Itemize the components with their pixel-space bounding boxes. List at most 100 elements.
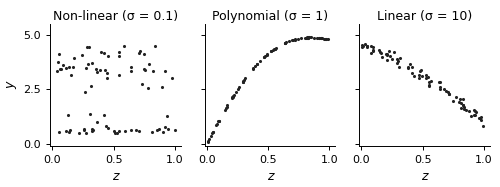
Point bbox=[476, 116, 484, 119]
Point bbox=[378, 56, 386, 59]
Point bbox=[65, 130, 73, 133]
Point bbox=[229, 95, 237, 98]
Point bbox=[84, 62, 92, 65]
Point bbox=[66, 129, 74, 132]
Point bbox=[164, 114, 172, 117]
Point bbox=[136, 130, 143, 133]
Point bbox=[98, 50, 106, 53]
Point bbox=[288, 39, 296, 42]
Point bbox=[208, 132, 216, 135]
Point bbox=[358, 46, 366, 49]
Point bbox=[322, 37, 330, 40]
Point bbox=[120, 129, 128, 132]
Title: Polynomial (σ = 1): Polynomial (σ = 1) bbox=[212, 10, 328, 23]
Point bbox=[100, 51, 108, 54]
Title: Linear (σ = 10): Linear (σ = 10) bbox=[377, 10, 472, 23]
Point bbox=[149, 69, 157, 72]
Point bbox=[404, 65, 411, 68]
Point bbox=[148, 130, 156, 133]
Point bbox=[460, 107, 468, 110]
Point bbox=[302, 36, 310, 39]
Point bbox=[62, 130, 70, 133]
Point bbox=[462, 109, 469, 112]
Point bbox=[88, 129, 96, 132]
Point bbox=[442, 90, 450, 93]
Point bbox=[282, 41, 290, 44]
Point bbox=[262, 53, 270, 56]
Point bbox=[271, 47, 279, 50]
Point bbox=[144, 86, 152, 89]
Point bbox=[112, 131, 120, 134]
Point bbox=[313, 36, 321, 39]
Point bbox=[384, 59, 392, 62]
Point bbox=[232, 91, 239, 94]
Point bbox=[386, 54, 394, 57]
Point bbox=[408, 65, 416, 68]
Point bbox=[160, 126, 168, 129]
Point bbox=[214, 120, 222, 123]
Point bbox=[53, 70, 61, 73]
Point bbox=[458, 103, 466, 106]
Point bbox=[140, 68, 148, 71]
Point bbox=[104, 54, 112, 57]
Point bbox=[82, 67, 90, 70]
Point bbox=[316, 36, 324, 39]
Point bbox=[404, 66, 411, 69]
Point bbox=[396, 57, 404, 60]
Point bbox=[127, 69, 135, 72]
Point bbox=[425, 83, 433, 86]
Point bbox=[436, 81, 444, 84]
Point bbox=[470, 108, 478, 111]
Point bbox=[89, 129, 97, 132]
Point bbox=[64, 113, 72, 116]
Point bbox=[445, 92, 453, 95]
Point bbox=[316, 37, 324, 40]
Point bbox=[282, 41, 290, 44]
Point bbox=[168, 77, 176, 80]
Point bbox=[54, 130, 62, 133]
Point bbox=[241, 77, 249, 80]
Point bbox=[291, 38, 299, 41]
Point bbox=[145, 62, 153, 65]
Point bbox=[212, 123, 220, 126]
Point bbox=[436, 80, 444, 83]
Point bbox=[369, 46, 377, 49]
Point bbox=[384, 50, 392, 53]
Point bbox=[140, 53, 148, 56]
Point bbox=[414, 74, 422, 77]
Point bbox=[234, 87, 242, 90]
Point bbox=[80, 90, 88, 93]
Point bbox=[406, 62, 414, 65]
Point bbox=[56, 68, 64, 71]
Point bbox=[86, 85, 94, 88]
Point bbox=[388, 57, 396, 60]
Point bbox=[102, 124, 110, 127]
Point bbox=[262, 55, 270, 58]
Point bbox=[301, 36, 309, 39]
Point bbox=[260, 55, 268, 58]
Point bbox=[394, 62, 402, 65]
Point bbox=[457, 102, 465, 105]
Point bbox=[476, 117, 484, 119]
Point bbox=[384, 53, 392, 56]
Point bbox=[304, 36, 312, 39]
Point bbox=[128, 66, 136, 69]
Point bbox=[390, 50, 398, 53]
Point bbox=[88, 62, 96, 65]
Point bbox=[418, 75, 426, 78]
Point bbox=[322, 38, 330, 41]
Point bbox=[138, 82, 145, 85]
Point bbox=[254, 62, 262, 65]
X-axis label: z: z bbox=[112, 170, 118, 183]
Point bbox=[304, 36, 312, 39]
Point bbox=[67, 73, 75, 76]
Point bbox=[468, 114, 475, 117]
Point bbox=[367, 52, 375, 55]
Point bbox=[471, 114, 479, 117]
Point bbox=[208, 130, 216, 133]
Point bbox=[204, 140, 212, 143]
Point bbox=[267, 50, 275, 53]
Point bbox=[362, 46, 370, 49]
Point bbox=[78, 54, 86, 57]
Point bbox=[207, 134, 215, 137]
